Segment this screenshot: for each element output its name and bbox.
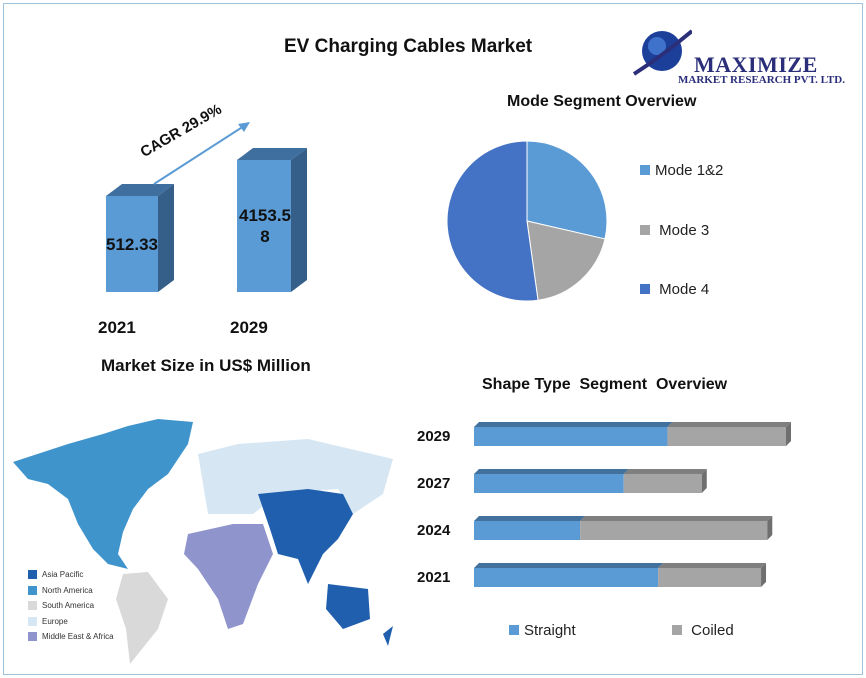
bar-2029-coiled (667, 427, 786, 446)
y-tick-2024: 2024 (417, 522, 451, 539)
globe-icon (632, 29, 694, 76)
bar-top-2027-coiled (623, 469, 707, 474)
region-north-america (13, 419, 193, 569)
page-title: EV Charging Cables Market (284, 36, 533, 57)
legend-swatch (640, 165, 650, 175)
bar-2029 (237, 148, 307, 292)
legend-swatch (28, 616, 37, 626)
logo-sub: MARKET RESEARCH PVT. LTD. (678, 74, 845, 86)
bar-side-2021 (761, 563, 767, 587)
pie-slice-0 (526, 140, 608, 240)
mode-pie-chart (446, 140, 608, 302)
bar-2027-straight (474, 474, 624, 493)
bar-side-2027 (701, 469, 707, 493)
legend-mode-1-2: Mode 1&2 (640, 162, 723, 179)
y-tick-2021: 2021 (417, 569, 451, 586)
region-mea (184, 524, 273, 629)
bar-top-2024-coiled (580, 516, 773, 521)
map-legend-item: North America (28, 583, 114, 599)
legend-label: Mode 3 (659, 222, 710, 239)
legend-swatch (28, 585, 37, 595)
map-legend-item: Middle East & Africa (28, 629, 114, 645)
bar-2021 (106, 184, 174, 292)
legend-mode-4: Mode 4 (640, 281, 709, 298)
legend-label: Middle East & Africa (42, 632, 114, 642)
pie-slice-2 (446, 140, 539, 302)
pie-slice-1 (526, 220, 606, 301)
legend-swatch (28, 570, 37, 580)
bar-2021-coiled (658, 568, 762, 587)
bar-top-2029-coiled (667, 422, 791, 427)
bar-2029-straight (474, 427, 668, 446)
legend-label: Coiled (691, 622, 734, 639)
bar-top-2024-straight (474, 516, 586, 521)
map-legend-item: Asia Pacific (28, 567, 114, 583)
x-tick-2029: 2029 (230, 318, 268, 337)
legend-swatch (672, 625, 682, 635)
bar-side-2024 (767, 516, 773, 540)
map-legend: Asia Pacific North America South America… (28, 567, 114, 645)
legend-label: Europe (42, 616, 68, 626)
world-map (13, 419, 393, 664)
legend-swatch (28, 632, 37, 642)
legend-straight: Straight (509, 622, 576, 639)
legend-label: South America (42, 601, 95, 611)
legend-swatch (640, 225, 650, 235)
bar-2021-straight (474, 568, 659, 587)
region-asia-pacific (258, 489, 393, 646)
x-tick-2021: 2021 (98, 318, 136, 337)
bar-top-2021-straight (474, 563, 664, 568)
bar-top-2027-straight (474, 469, 629, 474)
map-legend-item: Europe (28, 614, 114, 630)
pie-title: Mode Segment Overview (507, 93, 697, 110)
y-tick-2029: 2029 (417, 428, 451, 445)
logo: MAXIMIZE MARKET RESEARCH PVT. LTD. (632, 26, 862, 86)
market-size-chart (106, 122, 307, 292)
legend-label: Asia Pacific (42, 570, 84, 580)
data-label-2021: 512.33 (106, 235, 158, 254)
legend-coiled: Coiled (672, 622, 734, 639)
legend-label: North America (42, 585, 93, 595)
legend-swatch (640, 284, 650, 294)
logo-name: MAXIMIZE (694, 52, 818, 77)
legend-mode-3: Mode 3 (640, 222, 709, 239)
bar-2024-straight (474, 521, 581, 540)
data-label-2029: 4153.5 8 (239, 206, 291, 246)
legend-swatch (509, 625, 519, 635)
legend-label: Mode 1&2 (655, 162, 724, 179)
map-legend-item: South America (28, 598, 114, 614)
region-south-america (116, 572, 168, 664)
infographic: EV Charging Cables Market MAXIMIZE MARKE… (3, 3, 863, 675)
shape-bar-chart (474, 422, 791, 587)
region-europe (198, 439, 393, 514)
cagr-arrow (153, 125, 245, 185)
y-tick-2027: 2027 (417, 475, 451, 492)
legend-label: Mode 4 (659, 281, 710, 298)
legend-label: Straight (524, 622, 576, 639)
bar-2024-coiled (580, 521, 768, 540)
x-axis-label: Market Size in US$ Million (101, 356, 311, 375)
bar-side-2029 (786, 422, 791, 446)
shape-title: Shape Type Segment Overview (482, 376, 728, 393)
legend-swatch (28, 601, 37, 611)
bar-2027-coiled (623, 474, 702, 493)
bar-top-2021-coiled (658, 563, 767, 568)
bar-top-2029-straight (474, 422, 673, 427)
cagr-arrowhead (238, 122, 250, 132)
